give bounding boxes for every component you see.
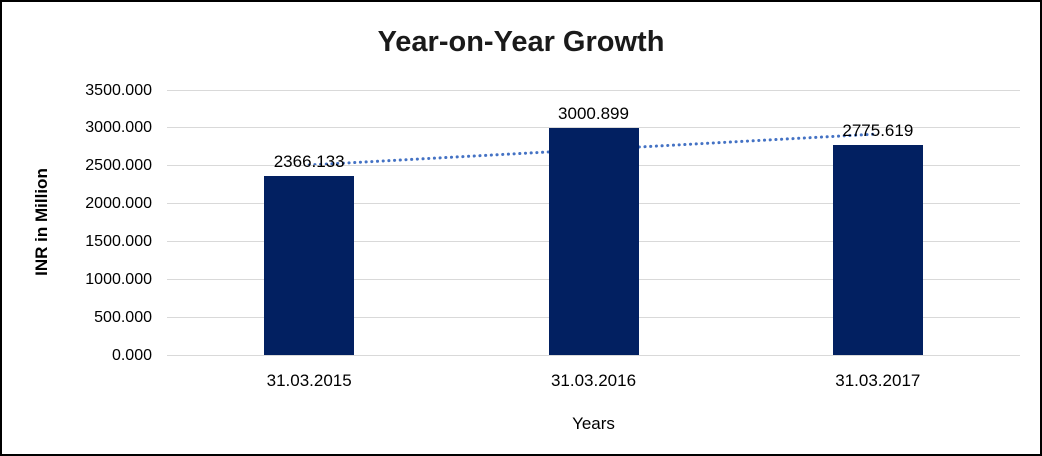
bar-value-label: 3000.899 [558,103,629,123]
y-tick-label: 1000.000 [85,270,152,288]
y-tick-label: 3000.000 [85,119,152,137]
y-tick-label: 2500.000 [85,157,152,175]
y-tick-label: 500.000 [94,308,152,326]
y-axis-title: INR in Million [32,168,51,276]
gridline [167,89,1020,91]
chart-title: Year-on-Year Growth [377,26,665,58]
x-tick-label: 31.03.2015 [266,371,352,390]
y-tick-label: 0.000 [111,346,152,364]
x-tick-label: 31.03.2017 [835,371,921,390]
y-tick-label: 2000.000 [85,195,152,213]
x-tick-label: 31.03.2016 [550,371,637,390]
bar-value-label: 2366.133 [273,151,345,171]
y-tick-label: 1500.000 [85,232,152,250]
bar-31.03.2016 [548,127,639,355]
bar-31.03.2015 [264,175,355,355]
x-axis-title: Years [572,414,615,433]
y-tick-label: 3500.000 [85,81,152,99]
gridline [167,354,1020,356]
bar-31.03.2017 [832,144,923,355]
bar-value-label: 2775.619 [842,120,914,140]
plot-area [167,89,1020,356]
